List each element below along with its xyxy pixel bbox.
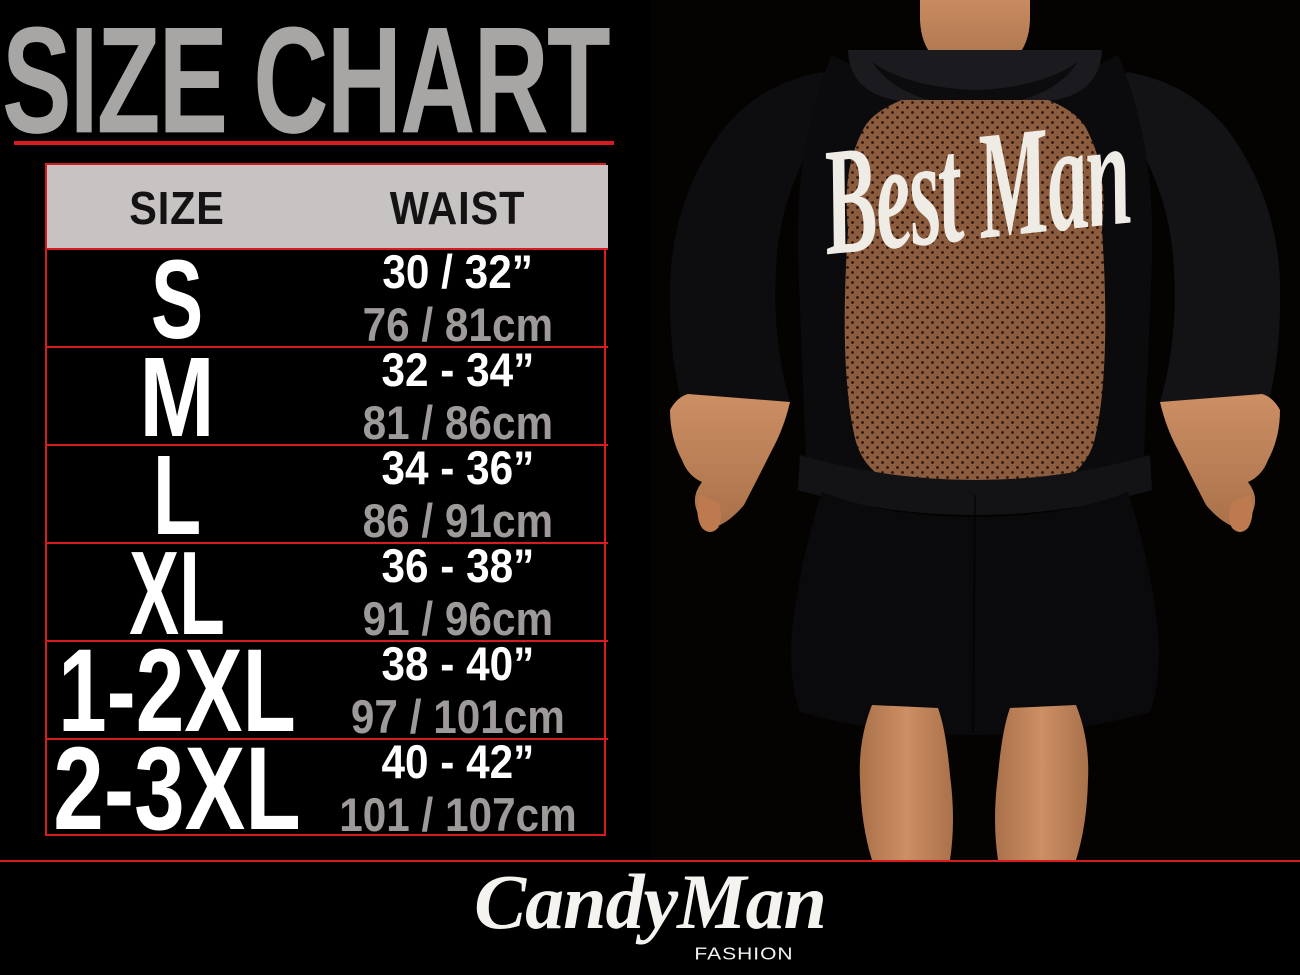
svg-text:Best Man: Best Man (812, 85, 1136, 288)
